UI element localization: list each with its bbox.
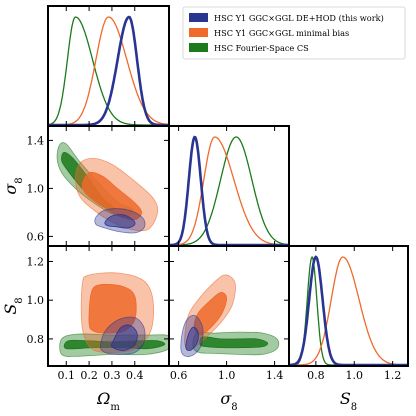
marginal-curve-1 [289,256,408,366]
panel-frame-2-2 [288,245,409,367]
legend-swatch-1 [189,28,208,37]
x-tick-label: 1.0 [346,369,364,382]
legend-label-2: HSC Fourier-Space CS [214,43,309,53]
marginal-curve-1 [169,136,289,246]
marginal-curve-2 [169,136,289,246]
y-tick-label: 0.8 [27,333,45,346]
marginal-curve-0 [288,255,408,367]
y-axis-label-1: S8 [1,297,25,314]
x-tick-label: 0.4 [126,369,144,382]
marginal-panel-S8 [288,255,408,367]
x-axis-label-0: Ωm [96,389,120,413]
contour-panel-s8_S8 [180,274,280,357]
axis-labels: 0.1 0.2 0.3 0.4 0.6 1.0 1.4 0.8 1.0 1.2 0.6 1.0 1.4 0… [1,134,401,412]
x-axis-label-2: S8 [340,389,357,413]
marginal-curve-2 [47,16,169,126]
panel-ticks-0-0 [65,6,136,126]
panel-ticks-2-2 [315,246,394,366]
contour-inner-2 [199,336,269,349]
y-tick-label: 1.0 [27,294,45,307]
contour-panel-om_S8 [59,272,169,357]
y-tick-label: 1.4 [27,134,45,147]
contour-inner-1 [88,283,137,334]
panel-frame-1-1 [168,125,290,247]
legend-swatch-0 [189,13,208,22]
y-tick-label: 0.6 [27,230,45,243]
x-axis-label-1: σ8 [220,389,237,413]
contour-inner-0 [185,326,199,351]
x-tick-label: 0.3 [103,369,121,382]
panels [47,5,409,367]
y-tick-label: 1.0 [27,182,45,195]
marginal-panel-s8 [169,135,289,247]
contour-inner-0 [111,324,138,351]
y-tick-label: 1.2 [27,255,45,268]
panel-ticks-2-0 [48,246,169,366]
x-tick-label: 0.6 [170,369,188,382]
marginal-panel-om [47,15,170,127]
legend-box [182,6,406,60]
x-tick-label: 0.8 [307,369,325,382]
x-tick-label: 1.4 [266,369,284,382]
legend: HSC Y1 GGC×GGL DE+HOD (this work) HSC Y1 … [182,6,406,60]
y-axis-label-0: σ8 [1,177,25,194]
contour-inner-0 [104,214,136,229]
x-tick-label: 1.2 [384,369,402,382]
x-tick-label: 1.0 [218,369,236,382]
contour-panel-om_s8 [56,142,159,234]
legend-label-0: HSC Y1 GGC×GGL DE+HOD (this work) [214,13,384,23]
x-tick-label: 0.2 [80,369,98,382]
contour-inner-1 [81,171,143,221]
panel-frame-0-0 [47,5,170,127]
panel-ticks-1-1 [178,126,276,246]
marginal-curve-0 [169,135,289,247]
legend-label-1: HSC Y1 GGC×GGL minimal bias [214,28,349,38]
x-tick-label: 0.1 [58,369,76,382]
legend-swatch-2 [189,43,208,52]
